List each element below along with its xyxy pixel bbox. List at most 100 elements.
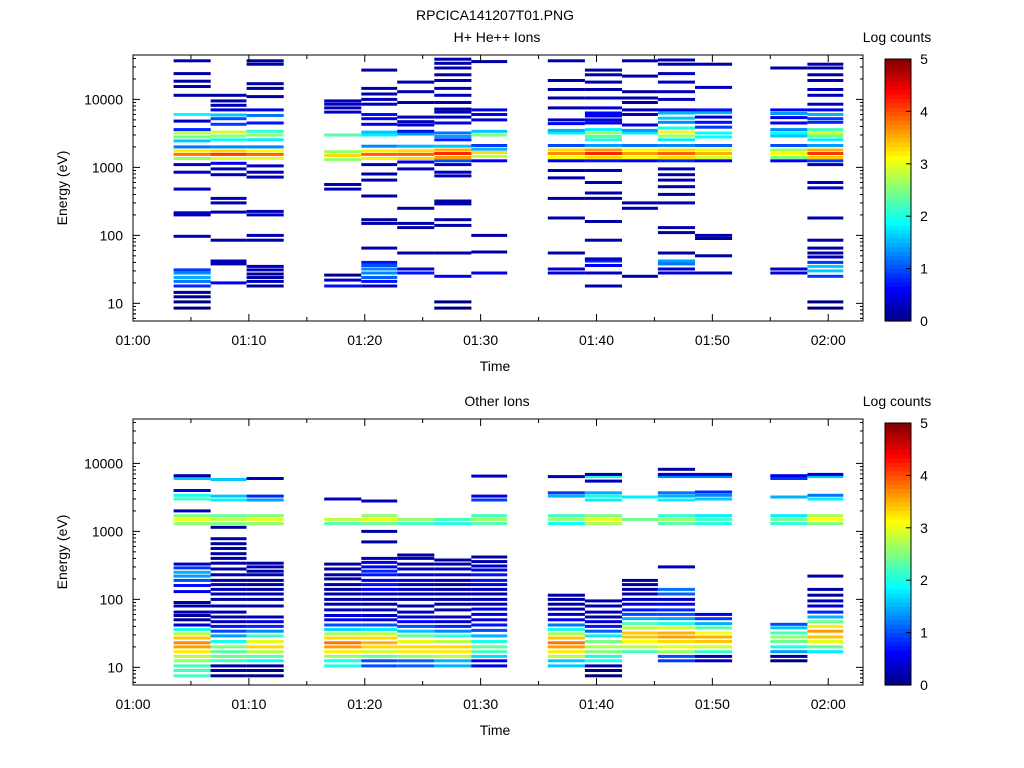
- colorbar-segment: [885, 532, 911, 538]
- colorbar-segment: [885, 303, 911, 309]
- colorbar-segment: [885, 107, 911, 112]
- spectrogram-cell: [657, 267, 695, 271]
- colorbar-segment: [885, 567, 911, 573]
- spectrogram-cell: [622, 495, 658, 499]
- x-tick-label: 01:00: [115, 696, 150, 712]
- spectrogram-cell: [361, 517, 398, 521]
- spectrogram-cell: [547, 88, 585, 91]
- spectrogram-cell: [173, 128, 211, 132]
- colorbar-segment: [885, 466, 911, 472]
- spectrogram-cell: [547, 645, 585, 649]
- spectrogram-cell: [657, 640, 695, 643]
- y-tick-label: 10000: [84, 91, 123, 107]
- spectrogram-cell: [622, 583, 658, 587]
- spectrogram-cell: [547, 628, 585, 631]
- spectrogram-cell: [361, 587, 398, 591]
- spectrogram-cell: [246, 164, 284, 168]
- spectrogram-cell: [584, 659, 622, 663]
- spectrogram-cell: [547, 152, 585, 155]
- spectrogram-cell: [807, 587, 844, 591]
- spectrogram-cell: [695, 233, 733, 237]
- spectrogram-cell: [434, 615, 472, 619]
- spectrogram-cell: [173, 590, 211, 594]
- spectrogram-cell: [246, 517, 284, 521]
- spectrogram-cell: [770, 66, 808, 70]
- spectrogram-cell: [584, 121, 622, 125]
- spectrogram-cell: [807, 269, 844, 273]
- spectrogram-cell: [210, 604, 247, 608]
- colorbar-tick-label: 2: [920, 208, 928, 224]
- colorbar-segment: [885, 510, 911, 516]
- spectrogram-cell: [246, 604, 284, 608]
- spectrogram-cell: [471, 494, 508, 498]
- spectrogram-cell: [547, 59, 585, 63]
- spectrogram-cell: [434, 156, 472, 159]
- spectrogram-cell: [246, 86, 284, 90]
- spectrogram-cell: [434, 251, 472, 255]
- spectrogram-cell: [471, 60, 508, 64]
- spectrogram-cell: [622, 631, 658, 635]
- colorbar: 0 1 2 3 4 5: [884, 51, 928, 329]
- spectrogram-cell: [584, 514, 622, 518]
- spectrogram-cell: [807, 163, 844, 167]
- spectrogram-cell: [807, 604, 844, 608]
- spectrogram-cell: [622, 108, 658, 112]
- spectrogram-cell: [695, 148, 733, 152]
- spectrogram-cell: [434, 79, 472, 82]
- spectrogram-cell: [324, 99, 362, 103]
- spectrogram-cell: [770, 134, 808, 138]
- spectrogram-cell: [397, 573, 435, 577]
- spectrogram-cell: [397, 578, 435, 582]
- spectrogram-cell: [471, 573, 508, 577]
- spectrogram-cell: [547, 79, 585, 82]
- spectrogram-cell: [173, 570, 211, 574]
- spectrogram-cell: [695, 254, 733, 258]
- colorbar-tick-label: 5: [920, 415, 928, 431]
- spectrogram-cell: [657, 602, 695, 606]
- spectrogram-cell: [657, 612, 695, 616]
- spectrogram-cell: [173, 578, 211, 582]
- colorbar-segment: [885, 115, 911, 121]
- spectrogram-cell: [173, 139, 211, 143]
- colorbar-segment: [885, 89, 911, 95]
- spectrogram-cell: [361, 264, 398, 267]
- spectrogram-cell: [807, 144, 844, 147]
- spectrogram-cell: [324, 284, 362, 288]
- spectrogram-cell: [695, 517, 733, 521]
- spectrogram-cell: [657, 201, 695, 205]
- colorbar-segment: [885, 475, 911, 481]
- colorbar-segment: [885, 680, 911, 686]
- spectrogram-cell: [361, 102, 398, 106]
- spectrogram-cell: [361, 194, 398, 198]
- spectrogram-cell: [246, 133, 284, 137]
- spectrogram-cell: [434, 558, 472, 562]
- colorbar-segment: [885, 667, 911, 673]
- spectrogram-cell: [622, 206, 658, 210]
- spectrogram-cell: [361, 522, 398, 526]
- spectrogram-cell: [361, 279, 398, 283]
- spectrogram-cell: [471, 654, 508, 658]
- spectrogram-cell: [210, 561, 247, 565]
- colorbar-segment: [885, 286, 911, 292]
- spectrogram-cell: [807, 514, 844, 518]
- colorbar-segment: [885, 277, 911, 283]
- spectrogram-cell: [584, 80, 622, 84]
- spectrogram-cell: [807, 216, 844, 220]
- spectrogram-cell: [173, 149, 211, 153]
- x-tick-label: 01:50: [695, 696, 730, 712]
- spectrogram-cells: [173, 467, 844, 678]
- colorbar-segment: [885, 562, 911, 568]
- colorbar-segment: [885, 194, 911, 200]
- spectrogram-cell: [807, 156, 844, 159]
- spectrogram-cell: [584, 96, 622, 100]
- spectrogram-cell: [434, 567, 472, 571]
- spectrogram-cell: [210, 145, 247, 149]
- spectrogram-cell: [246, 209, 284, 213]
- colorbar-segment: [885, 185, 911, 191]
- spectrogram-cell: [173, 618, 211, 622]
- spectrogram-cell: [622, 123, 658, 127]
- spectrogram-cell: [471, 118, 508, 122]
- spectrogram-cell: [584, 159, 622, 163]
- colorbar-segment: [885, 602, 911, 607]
- spectrogram-cell: [397, 610, 435, 614]
